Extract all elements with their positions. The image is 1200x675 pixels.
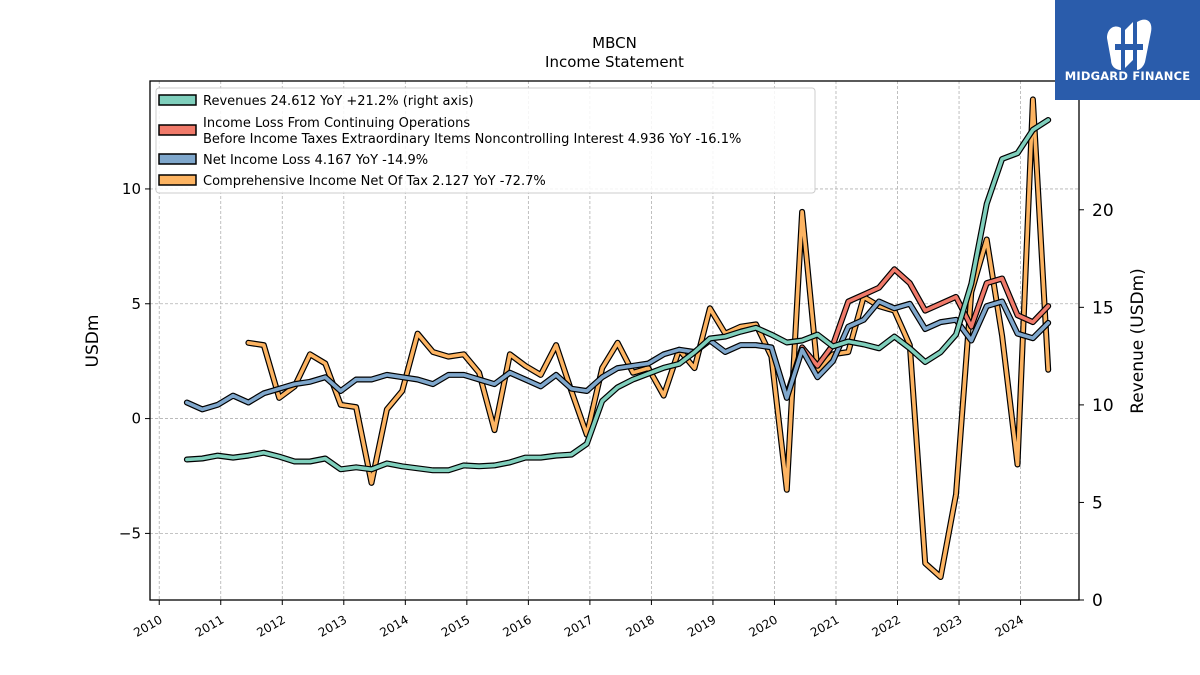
legend-swatch-pretax-income — [158, 124, 197, 136]
x-tick-label: 2024 — [993, 612, 1026, 639]
x-tick-label: 2012 — [254, 612, 287, 639]
y-axis-label-left: USDm — [83, 315, 103, 368]
series-lines — [183, 96, 1052, 580]
y-tick-label-right: 0 — [1092, 591, 1103, 611]
legend-box — [155, 87, 816, 194]
chart-title: MBCN — [592, 34, 637, 52]
series-line-net-income — [185, 299, 1050, 412]
x-tick-label: 2017 — [562, 612, 595, 639]
legend-label-pretax-income: Income Loss From Continuing Operations — [203, 116, 470, 131]
y-tick-label-right: 10 — [1092, 396, 1114, 416]
x-tick-label: 2013 — [316, 612, 349, 639]
x-tick-label: 2019 — [685, 612, 718, 639]
x-tick-label: 2011 — [193, 612, 226, 639]
x-tick-label: 2010 — [131, 612, 164, 639]
y-tick-label-left: 0 — [131, 410, 141, 428]
legend-label-comprehensive-income: Comprehensive Income Net Of Tax 2.127 Yo… — [203, 174, 546, 189]
legend-label-revenues: Revenues 24.612 YoY +21.2% (right axis) — [203, 94, 474, 109]
legend: Revenues 24.612 YoY +21.2% (right axis) I… — [155, 87, 816, 194]
series-line-revenues — [185, 118, 1050, 473]
x-tick-label: 2016 — [500, 612, 533, 639]
y-tick-label-right: 5 — [1092, 493, 1103, 513]
legend-label-net-income: Net Income Loss 4.167 YoY -14.9% — [203, 153, 428, 168]
y-tick-label-right: 15 — [1092, 298, 1114, 318]
legend-label-pretax-income: Before Income Taxes Extraordinary Items … — [203, 132, 741, 147]
y-tick-label-right: 20 — [1092, 201, 1114, 221]
x-tick-label: 2021 — [808, 612, 841, 639]
series-line-pretax-income — [784, 267, 1050, 398]
y-tick-label-left: 5 — [131, 295, 141, 313]
y-tick-label-left: 10 — [122, 180, 141, 198]
x-tick-label: 2020 — [747, 612, 780, 639]
x-tick-label: 2014 — [377, 612, 410, 639]
legend-swatch-revenues — [158, 94, 197, 106]
plot-frame — [149, 80, 1080, 601]
x-tick-label: 2023 — [931, 612, 964, 639]
legend-swatch-comprehensive-income — [158, 174, 197, 186]
x-tick-label: 2018 — [623, 612, 656, 639]
brand-name: MIDGARD FINANCE — [1064, 69, 1191, 83]
x-tick-label: 2015 — [439, 612, 472, 639]
brand-mark-icon — [1107, 19, 1152, 70]
legend-swatch-net-income — [158, 153, 197, 165]
y-axis-label-right: Revenue (USDm) — [1128, 268, 1148, 414]
y-tick-label-left: −5 — [119, 524, 141, 542]
series-line-comprehensive-income — [246, 97, 1050, 579]
chart-subtitle: Income Statement — [545, 53, 684, 71]
brand-logo: MIDGARD FINANCE — [1055, 0, 1200, 100]
x-tick-label: 2022 — [870, 612, 903, 639]
